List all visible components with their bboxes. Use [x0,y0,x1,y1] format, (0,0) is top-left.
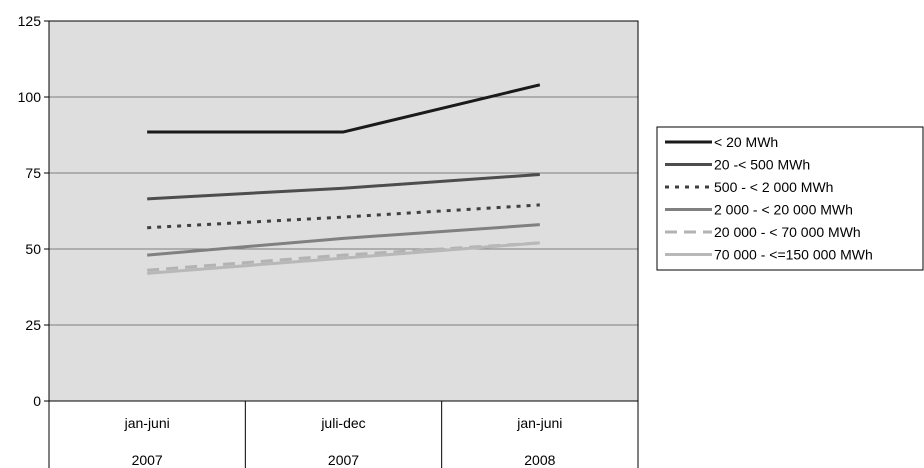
y-tick-label: 100 [18,89,42,105]
legend-entry-label: 20 -< 500 MWh [714,157,810,173]
legend-entry-label: 20 000 - < 70 000 MWh [714,224,861,240]
plot-background [49,21,638,401]
legend-entry-label: 500 - < 2 000 MWh [714,179,833,195]
series-line-2 [147,173,540,201]
legend-box [656,126,924,271]
legend-entry-label: < 20 MWh [714,134,778,150]
x-tick-label: juli-dec [320,415,365,431]
legend-entry-label: 2 000 - < 20 000 MWh [714,202,853,218]
x-tick-label: jan-juni [516,415,562,431]
series-line-4 [147,223,540,257]
x-tick-year-label: 2008 [524,452,555,468]
y-tick-label: 25 [25,317,41,333]
series-line-6 [147,241,540,275]
x-tick-label: jan-juni [124,415,170,431]
y-tick-label: 125 [18,13,42,29]
x-tick-year-label: 2007 [328,452,359,468]
y-tick-label: 50 [25,241,41,257]
y-tick-label: 0 [33,393,41,409]
plot-area: 0 25 50 75 100 125 jan-juni 2007 juli-dec 2007 jan… [18,13,639,468]
plot-border [48,20,639,402]
y-tick-label: 75 [25,165,41,181]
x-tick-year-label: 2007 [132,452,163,468]
series-line-1 [147,83,541,134]
legend: < 20 MWh 20 -< 500 MWh 500 - < 2 000 MWh 2 … [656,126,924,271]
legend-entry-label: 70 000 - <=150 000 MWh [714,247,873,263]
